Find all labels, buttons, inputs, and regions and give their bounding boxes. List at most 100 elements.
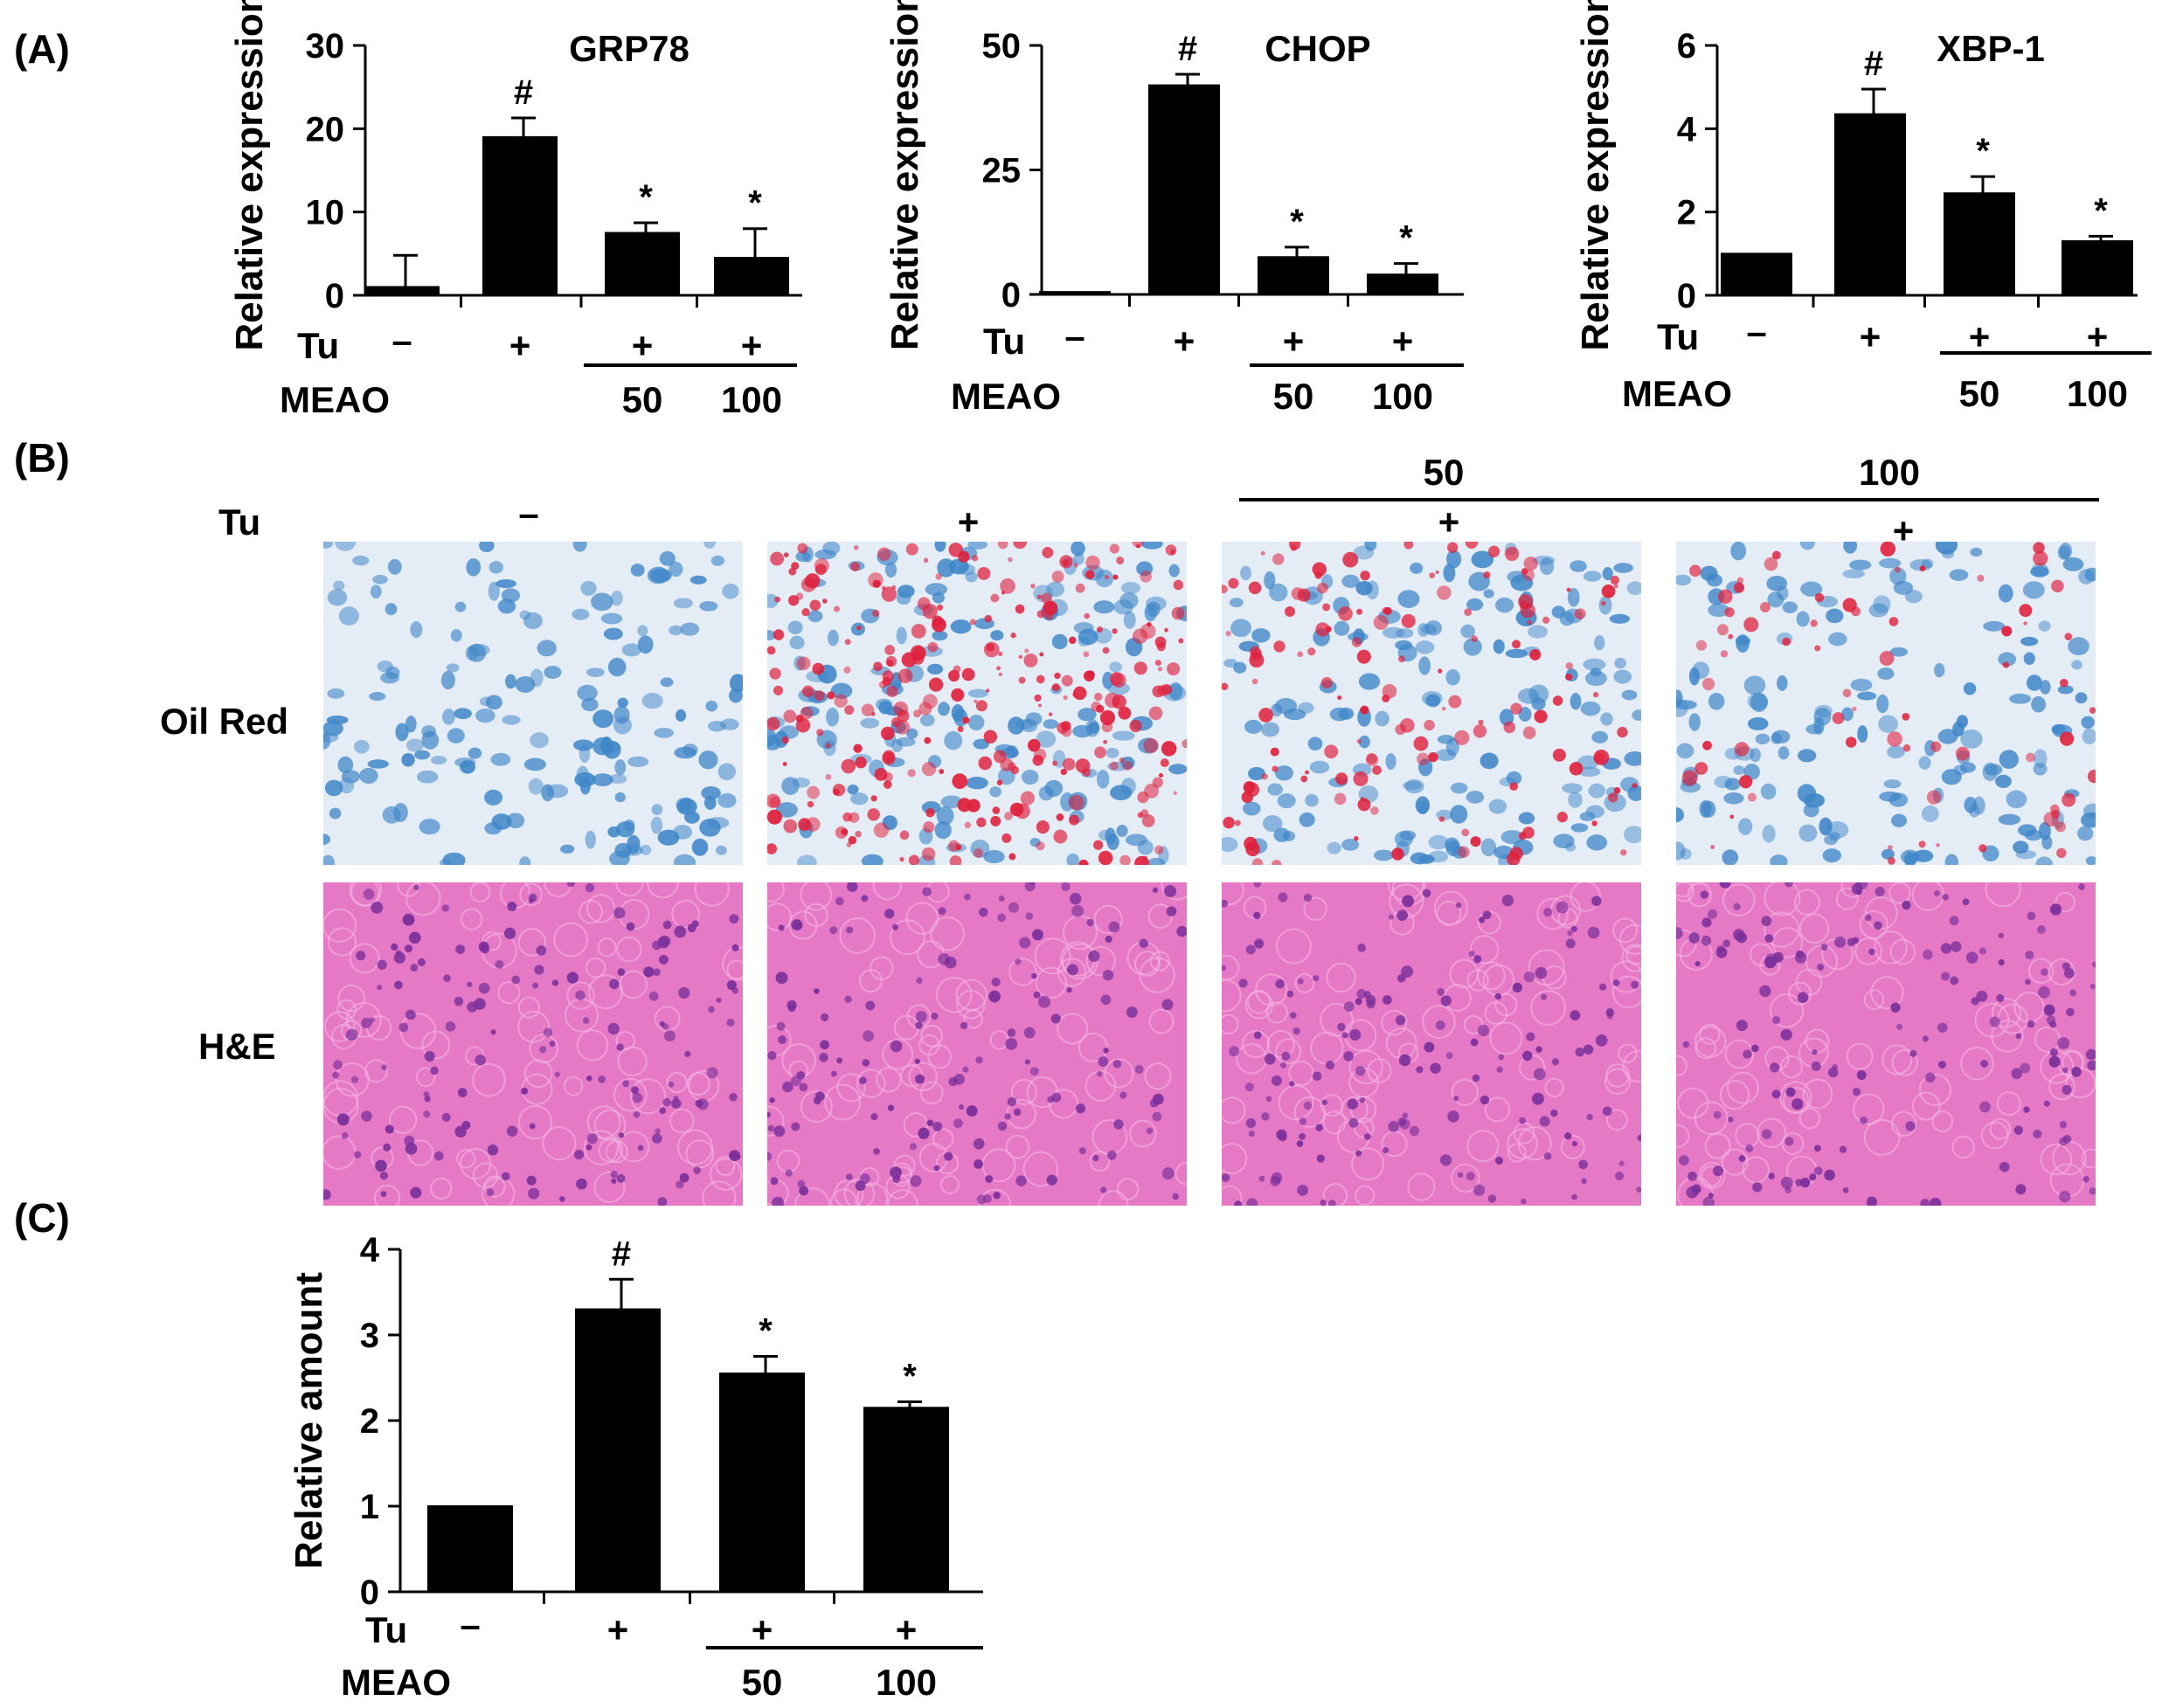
y-tick-label: 1 [360,1488,379,1526]
bar [2062,240,2133,296]
y-tick-label: 4 [1677,110,1697,149]
he-micrograph [323,882,743,1206]
meao-dose-label: 100 [721,379,782,420]
bar [1258,256,1329,295]
bar [714,257,789,297]
significance-asterisk: * [1290,203,1304,241]
y-axis-title: Relative amount [288,1272,330,1569]
bar [863,1407,949,1594]
he-micrograph [1222,882,1641,1206]
tu-value: + [632,325,654,366]
bar [482,135,558,296]
tu-value: + [896,1609,918,1650]
meao-label: MEAO [951,376,1061,417]
row-label-he: H&E [198,1026,276,1067]
tu-label: Tu [365,1609,407,1650]
y-tick-label: 6 [1677,27,1696,66]
bar [1834,113,1906,296]
meao-dose-label: 50 [1959,373,2000,414]
bar [1148,84,1220,295]
significance-asterisk: * [748,184,762,223]
meao-label: MEAO [341,1662,451,1703]
meao-dose-label: 100 [2067,373,2128,414]
significance-hash: # [612,1234,631,1273]
significance-hash: # [1864,45,1883,83]
significance-hash: # [514,73,533,112]
tu-value: – [1064,315,1084,356]
bar [1367,273,1438,296]
panel-label-b: (B) [14,435,70,481]
y-tick-label: 0 [1001,276,1021,315]
significance-asterisk: * [1976,132,1990,170]
oil-red-micrograph [323,542,743,865]
tu-value: + [2087,316,2109,357]
y-tick-label: 2 [360,1402,379,1441]
chop-chart: 0 25 50 Relative expression CHOP # * * Tu MEAO– + +… [884,0,1464,417]
bar [605,232,680,296]
significance-hash: # [1178,30,1197,68]
y-axis-title: Relative expression [228,0,271,351]
y-axis-title: Relative expression [1574,0,1617,351]
he-micrograph [1676,882,2096,1206]
significance-asterisk: * [639,178,653,217]
y-tick-label: 10 [306,194,345,232]
y-tick-label: 0 [1677,277,1696,315]
tu-value: + [1860,316,1881,357]
tu-value: + [752,1609,773,1650]
tu-label: Tu [297,325,339,366]
panel-label-c: (C) [14,1195,70,1241]
y-tick-label: 30 [306,27,345,66]
oil-red-micrograph [1676,542,2096,865]
tu-value: – [392,320,412,361]
meao-dose-label: 100 [1859,452,1920,493]
bar [427,1505,513,1593]
meao-dose-label: 50 [1273,376,1314,417]
panel-label-a: (A) [14,26,70,72]
micrograph-panel: Tu – + + + 50 100 Oil Red H&E [160,452,2099,1206]
tu-value: + [741,325,763,366]
y-tick-label: 50 [982,27,1022,66]
tu-value: – [1746,311,1766,352]
chart-title: GRP78 [569,28,690,69]
y-tick-label: 4 [360,1231,380,1269]
significance-asterisk: * [1399,219,1413,258]
tu-value: + [1283,321,1305,362]
y-axis-title: Relative expression [884,0,926,350]
tu-value: + [958,501,980,543]
tu-label: Tu [983,321,1025,362]
bar [364,286,440,297]
xbp1-chart: 0 2 4 6 Relative expression XBP-1 # * * Tu MEAO– + +… [1574,0,2152,414]
tu-label: Tu [218,501,260,543]
bar [575,1308,661,1593]
meao-dose-label: 50 [1424,452,1465,493]
he-micrograph [767,882,1187,1206]
meao-dose-label: 100 [1372,376,1433,417]
bar [1721,252,1792,297]
meao-dose-label: 50 [622,379,663,420]
significance-asterisk: * [2094,191,2108,230]
tu-value: + [1438,501,1460,543]
chart-title: XBP-1 [1937,28,2045,69]
y-tick-label: 0 [325,277,344,315]
tu-value: + [607,1609,629,1650]
tu-value: + [509,325,531,366]
y-tick-label: 20 [306,110,345,149]
tu-value: – [460,1604,480,1645]
significance-asterisk: * [759,1312,773,1351]
oil-red-micrograph [767,542,1187,865]
tu-value: + [1969,316,1991,357]
bar [719,1373,805,1593]
y-tick-label: 3 [360,1317,379,1355]
tu-value: + [1174,321,1195,362]
grp78-chart: 0 10 20 30 Relative expression GRP78 # * * Tu MEAO… [228,0,802,420]
meao-label: MEAO [1622,373,1732,414]
oil-red-micrograph [1222,542,1641,865]
tu-label: Tu [1657,316,1699,357]
meao-dose-label: 50 [742,1662,783,1703]
relative-amount-chart: 0 1 2 3 4 Relative amount # * * Tu MEAO– + + +50 100 [288,1231,983,1703]
bar [1944,192,2015,296]
y-tick-label: 0 [360,1573,379,1612]
row-label-oil-red: Oil Red [160,701,288,742]
y-tick-label: 25 [982,152,1022,190]
